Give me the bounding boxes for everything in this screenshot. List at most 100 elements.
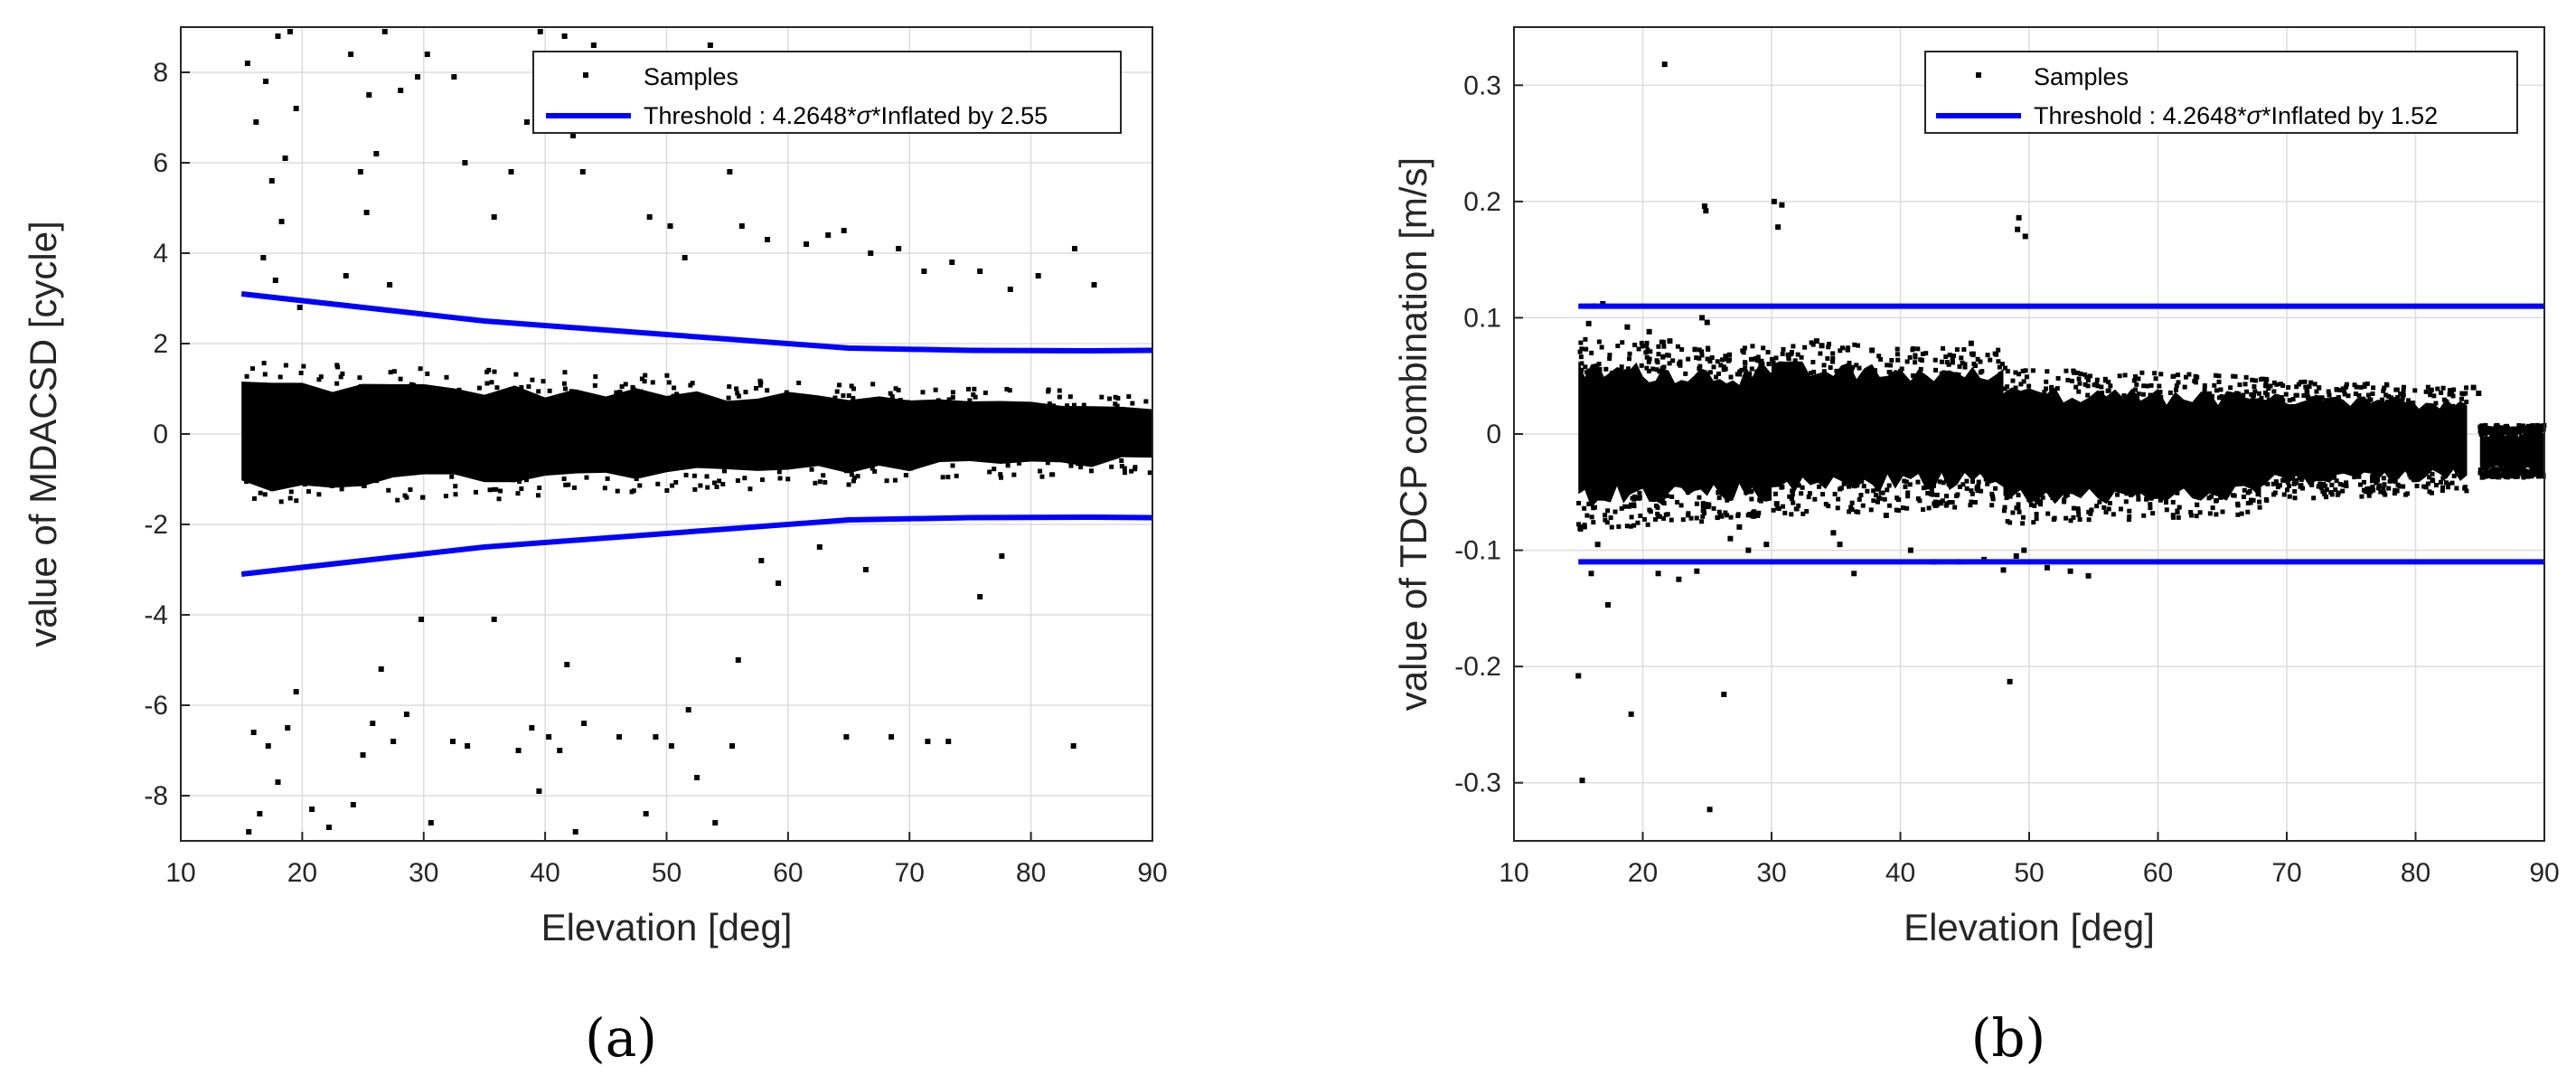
sample-edge-point bbox=[1609, 524, 1614, 530]
sample-edge-point bbox=[1758, 498, 1763, 504]
sample-edge-point bbox=[1821, 363, 1827, 368]
sample-edge-point bbox=[2369, 478, 2374, 484]
sample-edge-point bbox=[2133, 373, 2139, 379]
sample-edge-point bbox=[2340, 488, 2346, 494]
sample-edge-point bbox=[2089, 507, 2094, 513]
sample-edge-point bbox=[566, 482, 571, 487]
sample-edge-point bbox=[1699, 519, 1705, 524]
sample-edge-point bbox=[1950, 500, 1955, 505]
sample-edge-point bbox=[2007, 494, 2013, 499]
legend-box-b bbox=[1924, 51, 2518, 134]
sample-edge-point bbox=[535, 493, 541, 498]
sample-edge-point bbox=[1675, 499, 1680, 505]
sample-band bbox=[2261, 393, 2468, 487]
sample-point bbox=[735, 657, 741, 663]
sample-edge-point bbox=[2502, 428, 2507, 433]
sample-edge-point bbox=[1979, 369, 1985, 374]
sample-edge-point bbox=[1875, 480, 1880, 486]
sample-edge-point bbox=[2024, 392, 2029, 397]
sample-edge-point bbox=[1122, 470, 1127, 476]
sample-edge-point bbox=[2167, 390, 2173, 395]
sample-edge-point bbox=[714, 484, 719, 489]
sample-edge-point bbox=[2271, 380, 2277, 385]
sample-edge-point bbox=[2020, 514, 2026, 520]
sample-edge-point bbox=[2065, 377, 2071, 382]
sample-edge-point bbox=[1725, 497, 1730, 503]
sample-edge-point bbox=[2174, 387, 2179, 392]
sample-band bbox=[241, 382, 1152, 492]
sample-edge-point bbox=[2383, 392, 2389, 398]
sample-edge-point bbox=[2034, 512, 2039, 517]
sample-edge-point bbox=[1724, 513, 1729, 518]
sample-edge-point bbox=[2378, 489, 2383, 495]
sample-edge-point bbox=[2174, 383, 2179, 389]
sample-point bbox=[1007, 287, 1013, 292]
sample-edge-point bbox=[2496, 425, 2501, 430]
sample-edge-point bbox=[2479, 475, 2485, 480]
sample-edge-point bbox=[2382, 482, 2387, 487]
sample-edge-point bbox=[1762, 491, 1767, 496]
sample-edge-point bbox=[2454, 471, 2459, 476]
sample-edge-point bbox=[735, 391, 740, 396]
sample-edge-point bbox=[655, 481, 661, 486]
sample-edge-point bbox=[1887, 370, 1893, 375]
sample-edge-point bbox=[2326, 389, 2331, 394]
sample-edge-point bbox=[2111, 512, 2116, 517]
sample-edge-point bbox=[1762, 373, 1767, 379]
sample-edge-point bbox=[666, 380, 672, 385]
sample-edge-point bbox=[1832, 491, 1838, 496]
sample-edge-point bbox=[920, 390, 926, 395]
sample-edge-point bbox=[2264, 392, 2270, 397]
sample-edge-point bbox=[2186, 372, 2192, 377]
sample-edge-point bbox=[1143, 399, 1149, 404]
sample-edge-point bbox=[2202, 382, 2207, 388]
sample-edge-point bbox=[2001, 508, 2007, 514]
sample-edge-point bbox=[1979, 488, 1984, 494]
sample-edge-point bbox=[2148, 392, 2153, 398]
sample-edge-point bbox=[2301, 392, 2307, 398]
sample-point bbox=[263, 79, 269, 84]
sample-edge-point bbox=[2291, 481, 2297, 486]
sample-edge-point bbox=[2412, 388, 2418, 393]
sample-edge-point bbox=[2127, 508, 2132, 514]
sample-edge-point bbox=[541, 379, 546, 384]
sample-edge-point bbox=[1885, 487, 1890, 493]
sample-point bbox=[707, 42, 713, 48]
sample-edge-point bbox=[2048, 492, 2054, 497]
sample-edge-point bbox=[2126, 517, 2131, 523]
legend-marker-samples-b bbox=[1976, 72, 1981, 78]
sample-edge-point bbox=[2395, 394, 2401, 400]
sample-point bbox=[1588, 571, 1594, 577]
sample-edge-point bbox=[1642, 516, 1648, 522]
x-axis-label-b: Elevation [deg] bbox=[1904, 906, 2155, 948]
sample-edge-point bbox=[1047, 401, 1052, 407]
sample-edge-point bbox=[1720, 491, 1725, 496]
sample-edge-point bbox=[1857, 496, 1862, 502]
sample-edge-point bbox=[563, 386, 569, 392]
sample-edge-point bbox=[1792, 358, 1798, 363]
sample-point bbox=[390, 739, 397, 744]
sample-edge-point bbox=[1675, 344, 1680, 349]
sample-edge-point bbox=[2020, 368, 2026, 373]
sample-edge-point bbox=[888, 391, 893, 396]
sample-edge-point bbox=[1771, 360, 1776, 365]
sample-edge-point bbox=[2193, 380, 2198, 385]
sample-edge-point bbox=[2260, 480, 2265, 486]
y-axis-label-b: value of TDCP combination [m/s] bbox=[1392, 157, 1434, 711]
sample-edge-point bbox=[1988, 357, 1993, 363]
sample-edge-point bbox=[2140, 392, 2146, 397]
sample-edge-point bbox=[2336, 490, 2341, 495]
sample-edge-point bbox=[1758, 494, 1763, 499]
sample-point bbox=[1883, 513, 1889, 518]
sample-point bbox=[1699, 315, 1706, 321]
sample-edge-point bbox=[2427, 475, 2432, 480]
sample-edge-point bbox=[1639, 363, 1644, 368]
sample-edge-point bbox=[1921, 486, 1926, 491]
sample-point bbox=[667, 223, 673, 229]
sample-edge-point bbox=[940, 475, 945, 480]
sample-edge-point bbox=[664, 487, 670, 493]
sample-edge-point bbox=[1686, 511, 1691, 516]
sample-edge-point bbox=[517, 478, 522, 484]
sample-edge-point bbox=[2334, 478, 2339, 484]
sample-edge-point bbox=[1644, 354, 1650, 360]
